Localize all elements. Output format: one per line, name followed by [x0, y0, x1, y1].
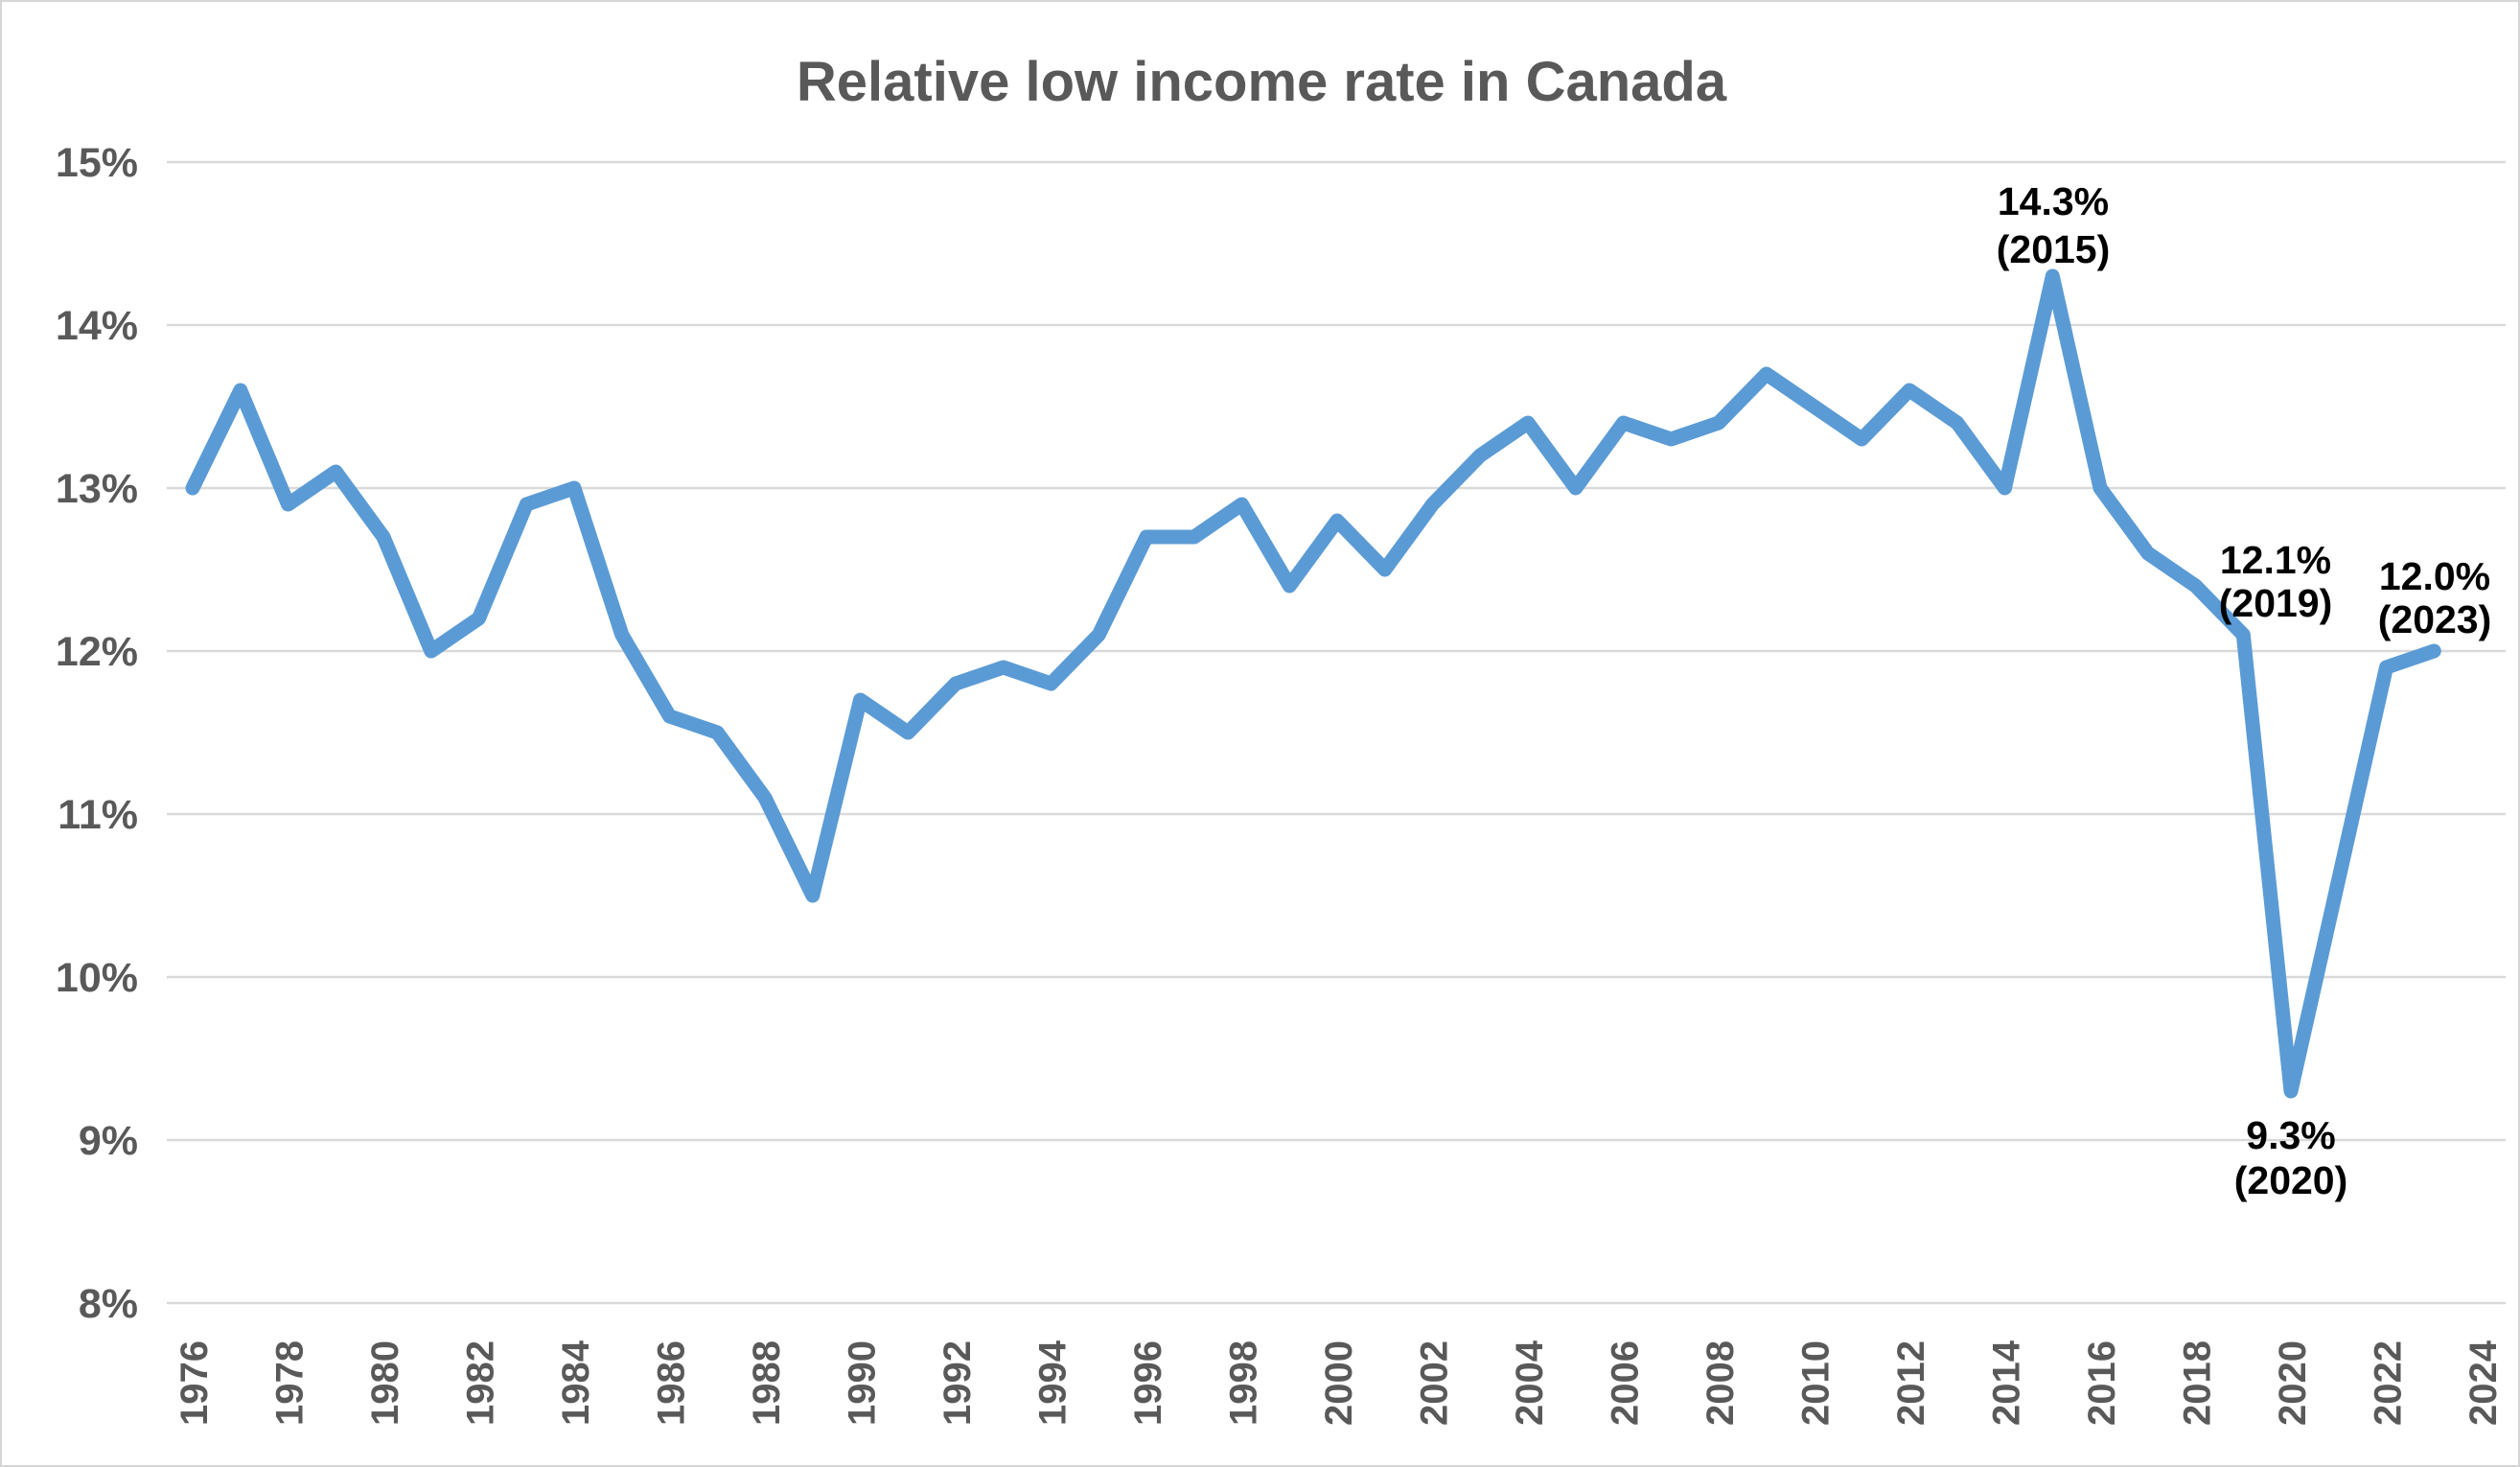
- x-tick-label: 1996: [1127, 1340, 1169, 1426]
- y-tick-label: 15%: [56, 140, 138, 186]
- x-tick-label: 1978: [269, 1340, 312, 1426]
- x-tick-label: 2006: [1605, 1340, 1647, 1426]
- x-tick-label: 1982: [460, 1340, 502, 1426]
- y-tick-label: 10%: [56, 955, 138, 1001]
- x-tick-label: 2010: [1795, 1340, 1838, 1426]
- data-line: [185, 268, 2441, 1099]
- x-tick-label: 2008: [1699, 1340, 1742, 1426]
- y-tick-label: 14%: [56, 303, 138, 349]
- x-tick-label: 1990: [842, 1340, 884, 1426]
- x-tick-label: 1994: [1032, 1339, 1075, 1426]
- y-tick-label: 8%: [79, 1281, 138, 1327]
- y-tick-label: 13%: [56, 466, 138, 512]
- x-tick-label: 1998: [1223, 1340, 1265, 1426]
- x-axis-labels: 1976 1978 1980 1982 1984 1986 1988 1990 1992 1994…: [173, 1339, 2505, 1426]
- x-tick-label: 2020: [2272, 1340, 2314, 1426]
- x-tick-label: 1986: [651, 1340, 693, 1426]
- x-tick-label: 2014: [1986, 1339, 2028, 1426]
- x-tick-label: 1976: [173, 1340, 216, 1426]
- y-tick-label: 9%: [79, 1118, 138, 1164]
- annotation-value-label: 14.3%: [1998, 179, 2109, 223]
- chart-title: Relative low income rate in Canada: [797, 51, 1727, 113]
- x-tick-label: 2022: [2368, 1340, 2410, 1426]
- x-tick-label: 2004: [1509, 1339, 1551, 1426]
- y-tick-label: 11%: [58, 792, 138, 838]
- x-tick-label: 2018: [2177, 1340, 2219, 1426]
- annotation-year-label: (2019): [2219, 581, 2333, 625]
- x-tick-label: 2002: [1414, 1340, 1456, 1426]
- x-tick-label: 2024: [2462, 1339, 2505, 1426]
- y-tick-label: 12%: [56, 629, 138, 675]
- annotation-year-label: (2015): [1997, 227, 2111, 271]
- annotation-value-label: 12.0%: [2379, 554, 2490, 598]
- annotation-value-label: 12.1%: [2220, 538, 2331, 582]
- x-tick-label: 2000: [1318, 1340, 1360, 1426]
- gridlines: [167, 160, 2506, 1305]
- data-series: [185, 268, 2441, 1099]
- y-axis-labels: 15% 14% 13% 12% 11% 10% 9% 8%: [56, 140, 138, 1327]
- x-tick-label: 1984: [555, 1339, 597, 1426]
- annotation-value-label: 9.3%: [2246, 1113, 2335, 1157]
- annotation-year-label: (2020): [2234, 1158, 2348, 1202]
- x-tick-label: 1988: [746, 1340, 788, 1426]
- x-tick-label: 2016: [2081, 1340, 2123, 1426]
- annotation-year-label: (2023): [2378, 597, 2492, 641]
- x-tick-label: 1992: [936, 1340, 979, 1426]
- x-tick-label: 2012: [1890, 1340, 1932, 1426]
- annotations: 14.3%(2015) 12.1%(2019) 12.0%(2023) 9.3%(20…: [1997, 179, 2492, 1202]
- x-tick-label: 1980: [364, 1340, 406, 1426]
